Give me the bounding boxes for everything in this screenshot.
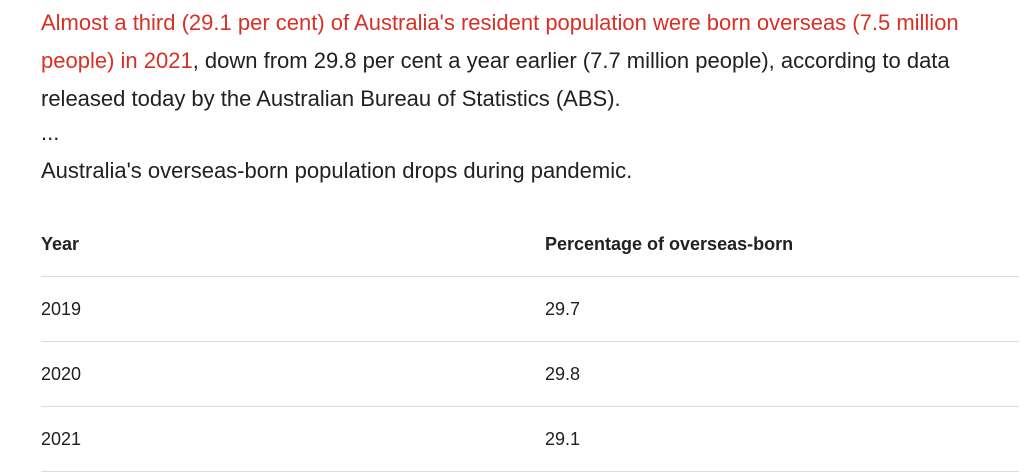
snippet-continuation: , down from 29.8 per cent a year earlier… bbox=[41, 48, 950, 111]
snippet-text: Almost a third (29.1 per cent) of Austra… bbox=[41, 4, 991, 118]
table-row: 2020 29.8 bbox=[41, 341, 1019, 407]
snippet-highlight: Almost a third (29.1 per cent) of Austra… bbox=[41, 10, 959, 73]
cell-percentage: 29.1 bbox=[545, 406, 1019, 472]
data-table: Year Percentage of overseas-born 2019 29… bbox=[41, 212, 1019, 472]
header-year: Year bbox=[41, 212, 545, 277]
cell-percentage: 29.7 bbox=[545, 276, 1019, 342]
cell-year: 2020 bbox=[41, 341, 545, 407]
table-row: 2021 29.1 bbox=[41, 406, 1019, 472]
table-header-row: Year Percentage of overseas-born bbox=[41, 212, 1019, 277]
table-caption: Australia's overseas-born population dro… bbox=[41, 158, 633, 183]
table-row: 2019 29.7 bbox=[41, 276, 1019, 342]
header-percentage: Percentage of overseas-born bbox=[545, 212, 1019, 277]
cell-year: 2019 bbox=[41, 276, 545, 342]
cell-percentage: 29.8 bbox=[545, 341, 1019, 407]
cell-year: 2021 bbox=[41, 406, 545, 472]
snippet-ellipsis: ... bbox=[41, 120, 60, 145]
